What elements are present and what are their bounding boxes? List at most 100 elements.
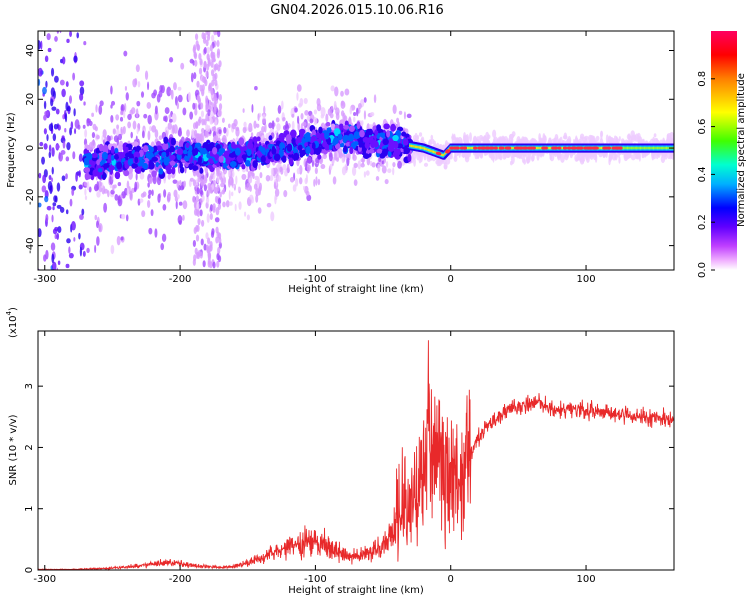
spectrogram-cell: [120, 213, 126, 220]
spectrogram-cell: [177, 86, 182, 91]
spectrogram-cell: [151, 92, 156, 99]
spectrogram-cell: [117, 182, 122, 187]
spectrogram-cell: [299, 149, 304, 158]
spectrogram-cell: [173, 82, 177, 91]
spectrogram-cell: [158, 168, 164, 175]
spectrogram-cell: [362, 153, 370, 160]
spectrogram-cell: [213, 153, 220, 159]
spectrogram-cell: [255, 194, 259, 203]
spectrogram-cell: [116, 161, 123, 170]
spectrogram-cell: [123, 103, 127, 113]
spectrogram-cell: [221, 137, 226, 142]
spectrogram-cell: [204, 176, 208, 184]
spectrogram-cell: [38, 202, 42, 208]
spectrogram-cell: [282, 163, 287, 171]
spectrogram-cell: [269, 175, 274, 182]
spectrogram-cell: [346, 156, 350, 167]
spectrogram-cell: [497, 137, 501, 144]
spectrogram-cell: [147, 194, 151, 199]
spectrogram-cell: [217, 150, 222, 157]
spectrogram-cell: [179, 162, 183, 169]
spectrogram-cell: [270, 211, 275, 222]
spectrogram-cell: [125, 92, 129, 101]
spectrogram-cell: [200, 179, 205, 187]
spectrogram-cell: [102, 129, 107, 138]
spectrogram-cell: [120, 128, 123, 136]
spectrogram-cell: [193, 72, 197, 80]
spectrogram-cell: [666, 133, 670, 141]
spectrogram-cell: [104, 136, 107, 143]
spectrogram-cell: [398, 110, 403, 115]
spectrogram-cell: [68, 246, 71, 254]
spectrogram-cell: [336, 157, 339, 162]
spectrogram-cell: [54, 75, 59, 83]
spectrogram-cell: [198, 116, 202, 124]
spectrogram-cell: [148, 161, 155, 170]
spectrogram-cell: [257, 176, 260, 185]
spectrogram-cell: [253, 183, 258, 190]
spectrogram-cell: [110, 85, 113, 95]
spectrogram-cell: [420, 136, 425, 143]
spectrogram-cell: [141, 130, 145, 139]
spectrogram-cell: [216, 253, 220, 261]
spectrogram-cell: [231, 122, 237, 130]
spectrogram-cell: [99, 100, 104, 107]
spectrogram-cell: [407, 153, 412, 163]
spectrogram-cell: [266, 202, 272, 208]
spectrogram-cell: [170, 146, 176, 152]
spectrogram-cell: [216, 260, 220, 268]
spectrogram-cell: [353, 111, 357, 117]
spectrogram-cell: [403, 111, 406, 120]
spectrogram-cell: [52, 133, 57, 142]
spectrogram-peak-cell: [606, 146, 612, 150]
spectrogram-cell: [315, 176, 318, 186]
spectrogram-cell: [304, 110, 309, 116]
spectrogram-cell: [451, 133, 455, 143]
spectrogram-cell: [630, 154, 636, 161]
spectrogram-cell: [163, 136, 169, 144]
spectrogram-cell: [333, 150, 337, 161]
spectrogram-cell: [299, 130, 304, 139]
spectrogram-cell: [282, 125, 287, 131]
spectrogram-cell: [474, 151, 478, 160]
spectrogram-cell: [368, 128, 373, 136]
spectrogram-cell: [338, 123, 344, 131]
spectrogram-peak-cell: [562, 146, 568, 150]
spectrogram-cell: [69, 127, 72, 136]
spectrogram-cell: [83, 167, 91, 173]
spectrogram-cell: [205, 244, 210, 252]
spectrogram-cell: [36, 310, 41, 316]
spectrogram-cell: [172, 179, 178, 184]
spectrogram-cell: [55, 108, 60, 115]
spectrogram-cell: [57, 124, 61, 131]
spectrogram-cell: [78, 232, 81, 240]
spectrogram-cell: [195, 195, 199, 203]
spectrogram-cell: [218, 129, 222, 135]
spectrogram-cell: [48, 12, 52, 18]
spectrogram-cell: [207, 260, 211, 268]
spectrogram-cell: [84, 188, 87, 196]
spectrogram-cell: [553, 137, 557, 143]
spectrogram-cell: [143, 113, 148, 119]
spectrogram-cell: [73, 108, 76, 117]
spectrogram-cell: [201, 147, 207, 155]
spectrogram-cell: [195, 137, 202, 144]
spectrogram-cell: [228, 152, 236, 158]
spectrogram-cell: [57, 260, 61, 266]
spectrogram-cell: [135, 64, 140, 73]
spectrogram-cell: [204, 130, 208, 138]
spectrogram-cell: [300, 113, 304, 120]
spectrogram-cell: [199, 167, 204, 174]
spectrogram-cell: [38, 78, 41, 86]
spectrogram-cell: [345, 153, 350, 159]
spectrogram-cell: [91, 131, 96, 139]
spectrogram-cell: [192, 169, 197, 177]
spectrogram-cell: [166, 194, 171, 203]
spectrogram-cell: [40, 40, 43, 50]
spectrogram-cell: [241, 173, 247, 181]
spectrogram-cell: [51, 166, 54, 175]
spectrogram-cell: [67, 282, 71, 290]
spectrogram-cell: [158, 90, 163, 98]
spectrogram-cell: [205, 101, 209, 109]
spectrogram-cell: [144, 70, 149, 80]
